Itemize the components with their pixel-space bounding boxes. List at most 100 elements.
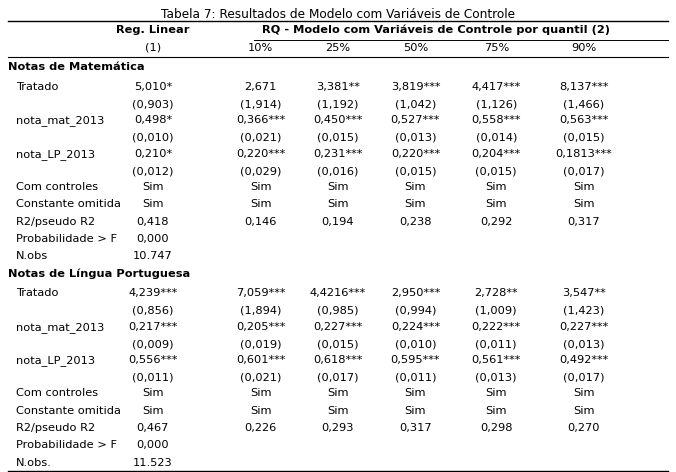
Text: 2,671: 2,671 [245,82,276,92]
Text: 75%: 75% [483,42,509,53]
Text: Sim: Sim [327,406,349,416]
Text: (0,994): (0,994) [395,306,436,316]
Text: 0,298: 0,298 [480,423,512,433]
Text: 4,417***: 4,417*** [472,82,521,92]
Text: (0,013): (0,013) [395,133,436,143]
Text: (0,016): (0,016) [317,166,359,176]
Text: 0,224***: 0,224*** [391,322,440,332]
Text: Notas de Língua Portuguesa: Notas de Língua Portuguesa [8,269,191,279]
Text: (0,013): (0,013) [563,339,604,349]
Text: 5,010*: 5,010* [134,82,172,92]
Text: 50%: 50% [403,42,428,53]
Text: (0,012): (0,012) [132,166,174,176]
Text: 0,227***: 0,227*** [314,322,362,332]
Text: 7,059***: 7,059*** [236,288,285,298]
Text: (0,856): (0,856) [132,306,174,316]
Text: Sim: Sim [327,388,349,398]
Text: 0,366***: 0,366*** [236,115,285,126]
Text: 10.747: 10.747 [133,252,173,261]
Text: (0,903): (0,903) [132,100,174,110]
Text: R2/pseudo R2: R2/pseudo R2 [16,217,95,227]
Text: Sim: Sim [250,388,271,398]
Text: 10%: 10% [248,42,273,53]
Text: 3,381**: 3,381** [316,82,360,92]
Text: R2/pseudo R2: R2/pseudo R2 [16,423,95,433]
Text: 90%: 90% [571,42,596,53]
Text: 4,239***: 4,239*** [128,288,178,298]
Text: 0,317: 0,317 [567,217,600,227]
Text: 0,450***: 0,450*** [313,115,363,126]
Text: (1,126): (1,126) [476,100,517,110]
Text: Reg. Linear: Reg. Linear [116,25,189,35]
Text: 0,220***: 0,220*** [391,149,440,159]
Text: 0,220***: 0,220*** [236,149,285,159]
Text: 0,270: 0,270 [567,423,600,433]
Text: Sim: Sim [485,406,507,416]
Text: (1,192): (1,192) [317,100,359,110]
Text: (0,015): (0,015) [475,166,517,176]
Text: (0,010): (0,010) [132,133,174,143]
Text: 0,292: 0,292 [480,217,512,227]
Text: (1): (1) [145,42,161,53]
Text: Sim: Sim [142,406,164,416]
Text: 0,000: 0,000 [137,440,169,450]
Text: 0,527***: 0,527*** [391,115,440,126]
Text: 0,205***: 0,205*** [236,322,285,332]
Text: (0,019): (0,019) [240,339,281,349]
Text: Sim: Sim [405,406,426,416]
Text: Sim: Sim [405,199,426,209]
Text: RQ - Modelo com Variáveis de Controle por quantil (2): RQ - Modelo com Variáveis de Controle po… [262,25,610,35]
Text: (1,894): (1,894) [240,306,281,316]
Text: Sim: Sim [250,182,271,192]
Text: Tratado: Tratado [16,288,59,298]
Text: 0,000: 0,000 [137,234,169,244]
Text: Tratado: Tratado [16,82,59,92]
Text: 0,492***: 0,492*** [559,355,608,365]
Text: nota_LP_2013: nota_LP_2013 [16,355,95,366]
Text: 8,137***: 8,137*** [559,82,608,92]
Text: (0,015): (0,015) [395,166,436,176]
Text: 0,563***: 0,563*** [559,115,608,126]
Text: 0,558***: 0,558*** [471,115,521,126]
Text: Sim: Sim [142,199,164,209]
Text: 0,222***: 0,222*** [472,322,521,332]
Text: (0,985): (0,985) [317,306,359,316]
Text: (0,021): (0,021) [240,372,281,382]
Text: 0,217***: 0,217*** [128,322,178,332]
Text: Sim: Sim [250,406,271,416]
Text: (0,029): (0,029) [240,166,281,176]
Text: (0,021): (0,021) [240,133,281,143]
Text: 0,231***: 0,231*** [313,149,363,159]
Text: (0,017): (0,017) [317,372,359,382]
Text: Sim: Sim [405,182,426,192]
Text: 0,204***: 0,204*** [472,149,521,159]
Text: Sim: Sim [485,388,507,398]
Text: (0,013): (0,013) [475,372,517,382]
Text: Sim: Sim [405,388,426,398]
Text: 0,498*: 0,498* [134,115,172,126]
Text: (0,011): (0,011) [475,339,517,349]
Text: nota_mat_2013: nota_mat_2013 [16,115,105,126]
Text: 0,317: 0,317 [399,423,432,433]
Text: (0,009): (0,009) [132,339,174,349]
Text: Com controles: Com controles [16,182,98,192]
Text: 11.523: 11.523 [133,458,173,468]
Text: 0,618***: 0,618*** [313,355,363,365]
Text: 2,950***: 2,950*** [391,288,440,298]
Text: 0,293: 0,293 [322,423,354,433]
Text: (1,914): (1,914) [240,100,281,110]
Text: Sim: Sim [142,182,164,192]
Text: 0,226: 0,226 [245,423,276,433]
Text: nota_mat_2013: nota_mat_2013 [16,322,105,333]
Text: Constante omitida: Constante omitida [16,406,121,416]
Text: 0,556***: 0,556*** [128,355,178,365]
Text: 0,227***: 0,227*** [559,322,608,332]
Text: Sim: Sim [573,406,594,416]
Text: 0,601***: 0,601*** [236,355,285,365]
Text: (0,010): (0,010) [395,339,436,349]
Text: (0,015): (0,015) [563,133,604,143]
Text: Sim: Sim [250,199,271,209]
Text: Sim: Sim [573,199,594,209]
Text: (1,466): (1,466) [563,100,604,110]
Text: (0,015): (0,015) [317,133,359,143]
